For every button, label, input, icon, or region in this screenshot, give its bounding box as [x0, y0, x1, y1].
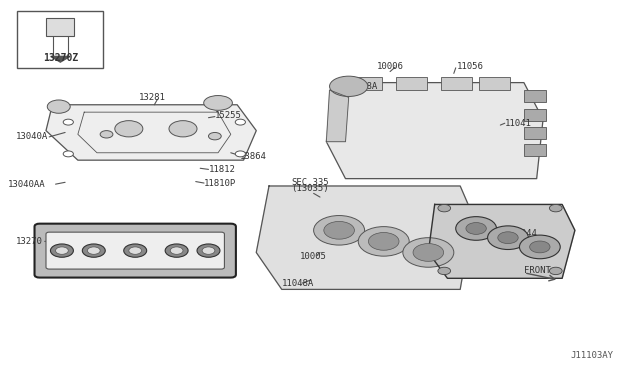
Circle shape [202, 247, 215, 254]
Text: 13040AA: 13040AA [8, 180, 45, 189]
Bar [352, 77, 383, 90]
Bar [46, 18, 74, 36]
Circle shape [115, 121, 143, 137]
Bar [479, 77, 510, 90]
Text: 13040A: 13040A [15, 132, 47, 141]
Text: 11044: 11044 [511, 230, 538, 238]
FancyBboxPatch shape [35, 224, 236, 278]
Circle shape [403, 238, 454, 267]
Text: 13864: 13864 [241, 152, 268, 161]
Polygon shape [256, 186, 473, 289]
Circle shape [56, 247, 68, 254]
Text: 11056: 11056 [457, 61, 484, 71]
Circle shape [324, 221, 355, 239]
Circle shape [209, 132, 221, 140]
Circle shape [236, 119, 246, 125]
Bar [17, 11, 103, 68]
Circle shape [51, 244, 74, 257]
Circle shape [129, 247, 141, 254]
Ellipse shape [330, 76, 368, 96]
Text: 10006: 10006 [378, 61, 404, 71]
Text: (13035): (13035) [291, 184, 329, 193]
Circle shape [438, 267, 451, 275]
FancyBboxPatch shape [46, 232, 225, 269]
Circle shape [466, 222, 486, 234]
Ellipse shape [204, 96, 232, 110]
Circle shape [47, 100, 70, 113]
Text: 11810P: 11810P [204, 179, 236, 187]
Bar [524, 90, 546, 102]
Circle shape [124, 244, 147, 257]
Circle shape [438, 205, 451, 212]
Circle shape [170, 247, 183, 254]
Text: SEC.335: SEC.335 [291, 178, 329, 187]
Text: FRONT: FRONT [524, 266, 551, 275]
Bar [524, 109, 546, 121]
Circle shape [63, 151, 74, 157]
Text: 13270Z: 13270Z [43, 54, 78, 63]
Text: 11048A: 11048A [282, 279, 314, 288]
Text: 11041: 11041 [505, 119, 532, 128]
Text: 11812: 11812 [209, 165, 236, 174]
Text: 13281: 13281 [138, 93, 165, 102]
Circle shape [236, 151, 246, 157]
Circle shape [197, 244, 220, 257]
Circle shape [549, 267, 562, 275]
Text: 10005: 10005 [300, 251, 326, 261]
Bar [524, 127, 546, 139]
Circle shape [165, 244, 188, 257]
Circle shape [314, 215, 365, 245]
Polygon shape [326, 90, 349, 142]
Polygon shape [46, 105, 256, 160]
Circle shape [88, 247, 100, 254]
Bar [396, 77, 427, 90]
Circle shape [358, 227, 409, 256]
Polygon shape [326, 83, 543, 179]
Circle shape [488, 226, 529, 250]
Circle shape [413, 244, 444, 261]
Circle shape [498, 232, 518, 244]
Circle shape [549, 205, 562, 212]
Circle shape [369, 232, 399, 250]
Text: J11103AY: J11103AY [570, 350, 613, 359]
Bar [441, 77, 472, 90]
Circle shape [63, 119, 74, 125]
Text: 13270: 13270 [15, 237, 42, 246]
Circle shape [456, 217, 497, 240]
Circle shape [530, 241, 550, 253]
Text: 15255: 15255 [215, 111, 242, 121]
Polygon shape [51, 57, 70, 62]
Polygon shape [428, 205, 575, 278]
Circle shape [83, 244, 105, 257]
Text: 11048A: 11048A [346, 82, 378, 91]
Circle shape [169, 121, 197, 137]
Circle shape [100, 131, 113, 138]
Circle shape [520, 235, 560, 259]
Bar [524, 144, 546, 156]
